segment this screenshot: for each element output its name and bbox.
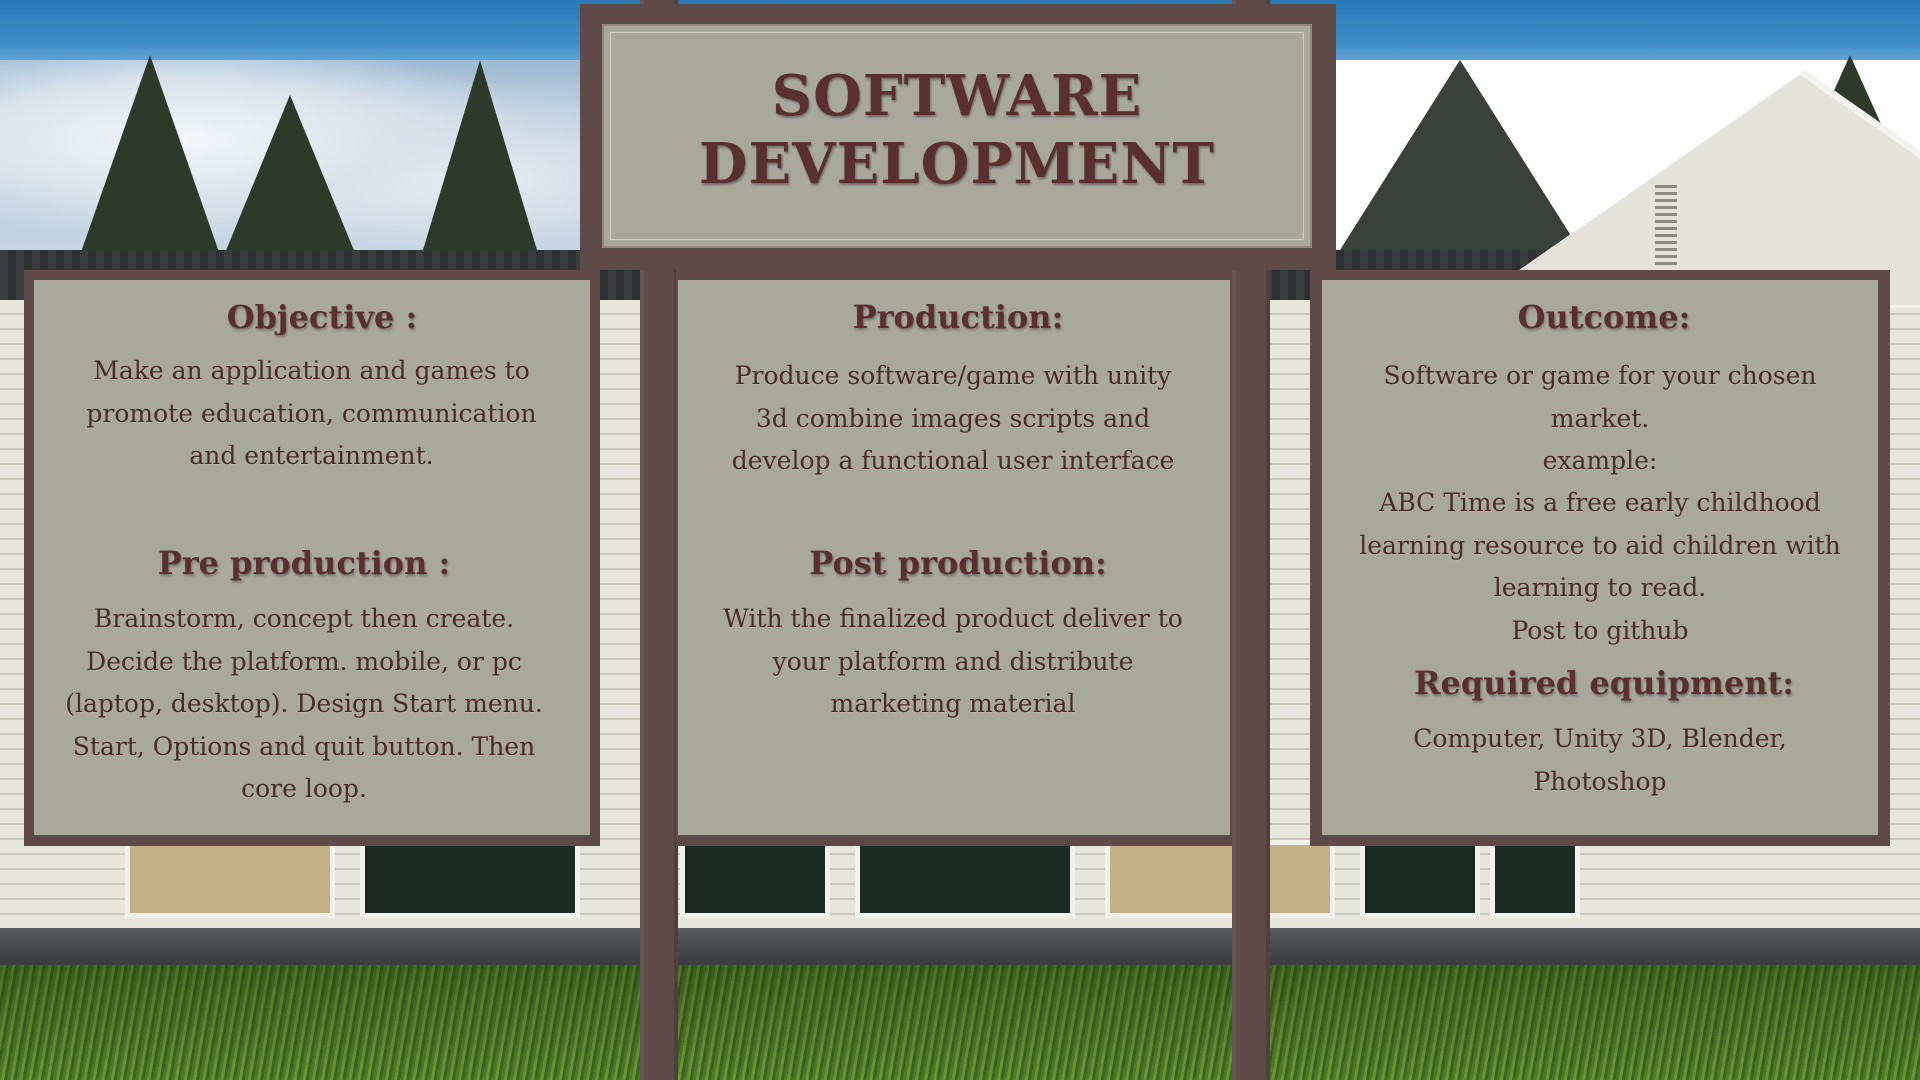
title-line-2: DEVELOPMENT <box>698 131 1216 197</box>
window <box>1105 840 1335 918</box>
outcome-line-4: Post to github <box>1511 616 1689 645</box>
right-panel: Outcome: Software or game for your chose… <box>1322 280 1878 835</box>
pine-tree <box>420 60 540 260</box>
footpath <box>0 928 1920 966</box>
window <box>855 840 1075 918</box>
postproduction-heading: Post production: <box>809 544 1107 582</box>
window <box>125 840 335 918</box>
pine-tree <box>80 55 220 255</box>
window <box>680 840 830 918</box>
outcome-line-3: ABC Time is a free early childhood learn… <box>1359 488 1841 602</box>
grass <box>0 965 1920 1080</box>
equipment-heading: Required equipment: <box>1413 664 1795 702</box>
title-sign: SOFTWARE DEVELOPMENT <box>602 24 1312 248</box>
preproduction-heading: Pre production : <box>157 544 451 582</box>
window <box>1360 840 1480 918</box>
page-title: SOFTWARE DEVELOPMENT <box>604 62 1310 198</box>
preproduction-text: Brainstorm, concept then create. Decide … <box>65 604 543 803</box>
pine-tree <box>220 95 360 265</box>
production-text: Produce software/game with unity 3d comb… <box>731 361 1175 475</box>
left-panel: Objective : Make an application and game… <box>34 280 590 835</box>
outcome-heading: Outcome: <box>1517 298 1691 336</box>
title-line-1: SOFTWARE <box>771 63 1143 129</box>
gable-vent <box>1655 185 1677 265</box>
equipment-text: Computer, Unity 3D, Blender, Photoshop <box>1413 724 1787 796</box>
window <box>360 840 580 918</box>
outcome-line-1: Software or game for your chosen market. <box>1383 361 1817 433</box>
outcome-line-2: example: <box>1542 446 1658 475</box>
production-heading: Production: <box>852 298 1064 336</box>
grass-shade <box>0 965 1920 1080</box>
postproduction-text: With the finalized product deliver to yo… <box>723 604 1183 718</box>
objective-heading: Objective : <box>226 298 418 336</box>
window <box>1490 840 1580 918</box>
house-gable <box>1470 75 1920 305</box>
objective-text: Make an application and games to promote… <box>86 356 537 470</box>
middle-panel: Production: Produce software/game with u… <box>678 280 1230 835</box>
house-windows <box>0 840 1920 920</box>
